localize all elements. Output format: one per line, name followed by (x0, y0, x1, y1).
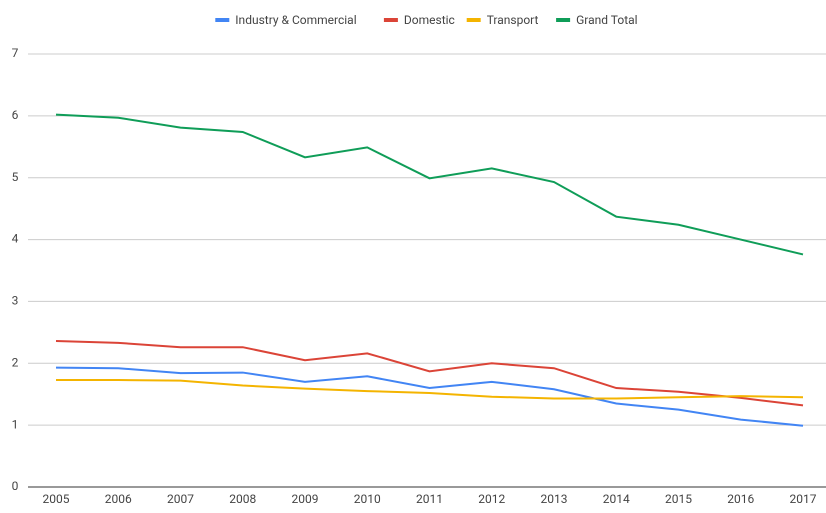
x-tick-label: 2005 (43, 492, 70, 506)
x-tick-label: 2017 (790, 492, 817, 506)
y-tick-label: 6 (12, 108, 19, 122)
y-tick-label: 4 (12, 232, 19, 246)
x-tick-label: 2007 (167, 492, 194, 506)
y-tick-label: 0 (12, 479, 19, 493)
series-line (55, 340, 804, 407)
legend-label: Grand Total (576, 13, 637, 27)
y-tick-label: 1 (12, 417, 19, 431)
y-tick-label: 5 (12, 170, 19, 184)
x-tick-label: 2016 (727, 492, 754, 506)
x-tick-label: 2013 (541, 492, 568, 506)
x-tick-label: 2010 (354, 492, 381, 506)
series-line (56, 378, 804, 400)
x-tick-label: 2009 (292, 492, 319, 506)
legend-label: Transport (487, 13, 539, 27)
y-tick-label: 2 (12, 355, 19, 369)
legend-swatch (383, 18, 398, 22)
legend-swatch (556, 18, 571, 22)
legend-swatch (215, 18, 230, 22)
x-tick-label: 2015 (665, 492, 692, 506)
legend-swatch (466, 18, 481, 22)
x-tick-label: 2014 (603, 492, 630, 506)
series-line (55, 113, 804, 256)
series-line (55, 366, 804, 427)
legend-label: Industry & Commercial (235, 13, 356, 27)
y-tick-label: 3 (12, 294, 19, 308)
y-tick-label: 7 (12, 46, 19, 60)
x-tick-label: 2012 (478, 492, 505, 506)
x-tick-label: 2008 (229, 492, 256, 506)
x-tick-label: 2006 (105, 492, 132, 506)
legend-label: Domestic (404, 13, 455, 27)
x-tick-label: 2011 (416, 492, 443, 506)
